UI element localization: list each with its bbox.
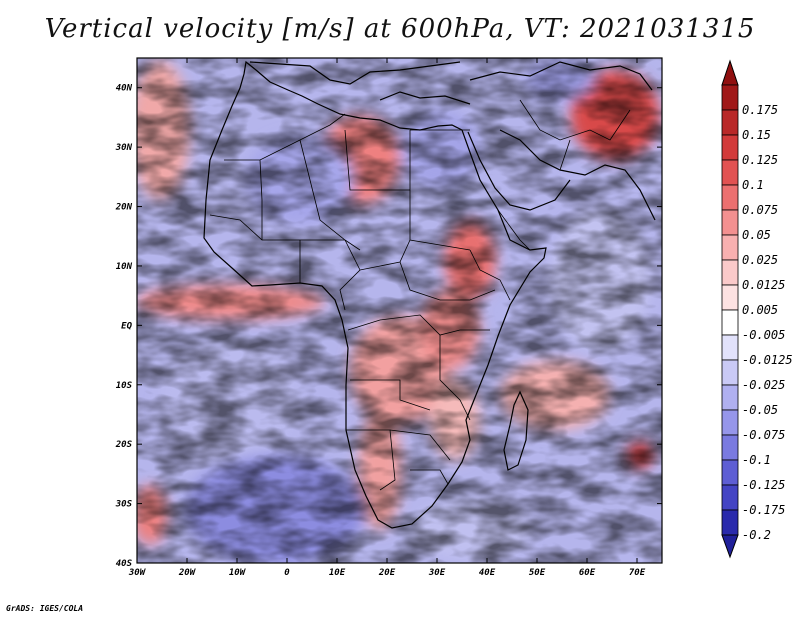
- colorbar-swatch: [721, 459, 739, 486]
- lon-tick-label: 60E: [579, 568, 596, 578]
- lat-tick-label: 30S: [115, 500, 133, 510]
- lat-tick-label: 10N: [116, 262, 133, 272]
- colorbar-bottom-arrow: [721, 534, 739, 559]
- colorbar-label: -0.0125: [742, 353, 793, 367]
- lon-tick-label: 0: [284, 568, 290, 578]
- colorbar-swatch: [721, 484, 739, 511]
- colorbar-label: 0.075: [742, 203, 778, 217]
- lon-tick-label: 30E: [428, 568, 446, 578]
- lat-tick-label: 10S: [116, 381, 133, 391]
- colorbar-label: -0.025: [742, 378, 785, 392]
- lon-tick-label: 40E: [479, 568, 496, 578]
- longitude-ticks: 30W 20W 10W 0 10E 20E 30E 40E 50E 60E 70E: [128, 58, 646, 578]
- lon-tick-label: 10W: [229, 568, 247, 578]
- country-borders: [209, 99, 631, 491]
- lat-tick-label: EQ: [121, 321, 132, 331]
- colorbar-swatch: [721, 159, 739, 186]
- colorbar-swatch: [721, 134, 739, 161]
- colorbar-label: 0.025: [742, 253, 778, 267]
- lon-tick-label: 20W: [178, 568, 197, 578]
- colorbar-swatch: [721, 209, 739, 236]
- colorbar-label: 0.005: [742, 303, 778, 317]
- lon-tick-label: 70E: [629, 568, 646, 578]
- colorbar-swatch: [721, 384, 739, 411]
- colorbar-swatch: [721, 509, 739, 536]
- lat-tick-label: 40N: [116, 84, 133, 94]
- colorbar-label: -0.005: [742, 328, 785, 342]
- colorbar-swatch: [721, 184, 739, 211]
- velocity-field: [137, 58, 662, 563]
- coastline: [203, 60, 656, 529]
- lon-tick-label: 30W: [128, 568, 147, 578]
- lat-tick-label: 30N: [115, 143, 133, 153]
- colorbar-swatch: [721, 259, 739, 286]
- colorbar-label: -0.075: [742, 428, 785, 442]
- colorbar-swatch: [721, 434, 739, 461]
- map-title: Vertical velocity [m/s] at 600hPa, VT: 2…: [44, 14, 756, 44]
- lat-tick-label: 40S: [116, 559, 133, 569]
- colorbar: 0.175 0.15 0.125 0.1 0.075 0.05 0.025 0.0125 0.0…: [721, 59, 793, 559]
- lon-tick-label: 20E: [378, 568, 396, 578]
- colorbar-label: 0.05: [742, 228, 771, 242]
- colorbar-label: 0.0125: [742, 278, 785, 292]
- colorbar-swatch: [721, 334, 739, 361]
- map-frame: [136, 57, 663, 564]
- colorbar-label: -0.175: [742, 503, 785, 517]
- grads-credit: GrADS: IGES/COLA: [6, 604, 84, 613]
- latitude-ticks: 40N 30N 20N 10N EQ 10S 20S 30S 40S: [115, 84, 662, 569]
- lat-tick-label: 20S: [115, 440, 133, 450]
- colorbar-swatch: [721, 309, 739, 336]
- colorbar-swatch: [721, 234, 739, 261]
- colorbar-top-arrow: [721, 59, 739, 86]
- colorbar-label: 0.175: [742, 103, 778, 117]
- lon-tick-label: 10E: [329, 568, 346, 578]
- colorbar-label: -0.1: [742, 453, 771, 467]
- colorbar-label: 0.1: [742, 178, 764, 192]
- colorbar-label: 0.125: [742, 153, 778, 167]
- colorbar-label: -0.05: [742, 403, 778, 417]
- colorbar-swatch: [721, 284, 739, 311]
- colorbar-label: -0.125: [742, 478, 785, 492]
- lat-tick-label: 20N: [115, 203, 133, 213]
- colorbar-label: 0.15: [742, 128, 771, 142]
- lon-tick-label: 50E: [529, 568, 546, 578]
- colorbar-swatch: [721, 84, 739, 111]
- colorbar-label: -0.2: [742, 528, 771, 542]
- colorbar-swatch: [721, 409, 739, 436]
- colorbar-swatch: [721, 109, 739, 136]
- colorbar-swatch: [721, 359, 739, 386]
